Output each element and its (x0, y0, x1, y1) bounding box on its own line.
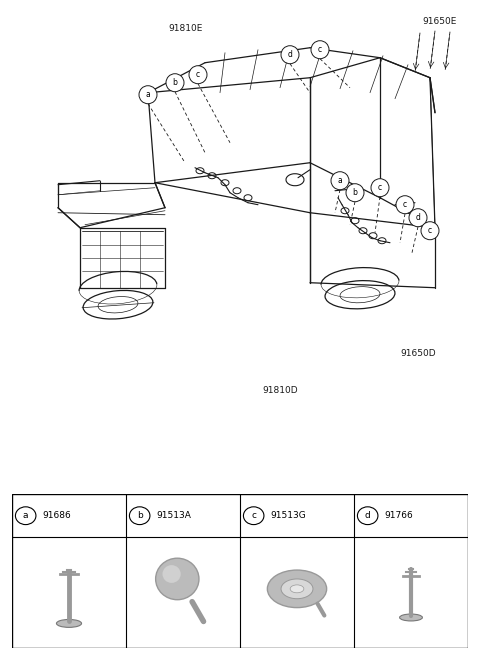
Circle shape (243, 507, 264, 525)
Text: a: a (145, 91, 150, 99)
Text: c: c (378, 183, 382, 192)
Text: 91686: 91686 (43, 511, 72, 520)
Text: c: c (318, 45, 322, 54)
Text: 91513A: 91513A (157, 511, 192, 520)
Circle shape (358, 507, 378, 525)
Ellipse shape (400, 614, 422, 621)
Circle shape (166, 73, 184, 92)
Text: 91810D: 91810D (262, 386, 298, 395)
Circle shape (396, 195, 414, 214)
Text: d: d (288, 51, 292, 59)
Circle shape (421, 222, 439, 239)
Circle shape (15, 507, 36, 525)
Text: a: a (337, 176, 342, 185)
Text: 91810E: 91810E (168, 24, 203, 33)
Text: c: c (196, 70, 200, 79)
Circle shape (346, 184, 364, 202)
Circle shape (409, 209, 427, 227)
Ellipse shape (267, 570, 327, 607)
Text: c: c (403, 200, 407, 209)
Circle shape (371, 178, 389, 197)
Ellipse shape (156, 558, 199, 600)
Circle shape (130, 507, 150, 525)
Circle shape (139, 86, 157, 104)
Text: a: a (23, 511, 28, 520)
Text: 91650E: 91650E (423, 16, 457, 26)
Circle shape (331, 172, 349, 190)
Ellipse shape (290, 585, 304, 593)
Ellipse shape (57, 619, 82, 627)
Text: d: d (365, 511, 371, 520)
Text: 91513G: 91513G (271, 511, 307, 520)
Ellipse shape (162, 565, 181, 583)
Circle shape (281, 46, 299, 64)
Text: b: b (137, 511, 143, 520)
Ellipse shape (281, 579, 313, 599)
Text: c: c (251, 511, 256, 520)
Text: c: c (428, 226, 432, 236)
Text: d: d (416, 213, 420, 222)
Text: 91650D: 91650D (400, 349, 436, 358)
Circle shape (189, 66, 207, 84)
Text: b: b (173, 78, 178, 87)
Circle shape (311, 41, 329, 59)
Text: b: b (353, 188, 358, 197)
Text: 91766: 91766 (385, 511, 414, 520)
